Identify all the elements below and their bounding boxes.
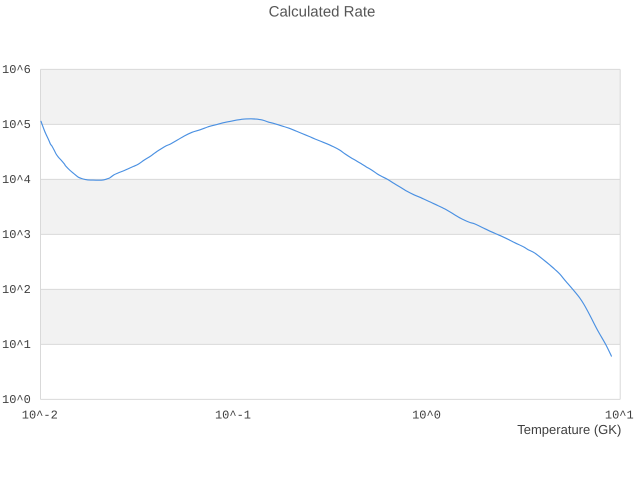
svg-text:10^-2: 10^-2 [22,408,58,422]
svg-text:10^1: 10^1 [2,338,31,352]
svg-text:Calculated Rate: Calculated Rate [269,4,376,21]
svg-text:10^0: 10^0 [412,408,441,422]
svg-text:10^1: 10^1 [605,408,634,422]
svg-text:10^0: 10^0 [2,393,31,407]
svg-text:10^4: 10^4 [2,173,31,187]
svg-text:10^3: 10^3 [2,228,31,242]
svg-text:10^6: 10^6 [2,63,31,77]
svg-text:10^2: 10^2 [2,283,31,297]
svg-text:10^5: 10^5 [2,118,31,132]
svg-text:10^-1: 10^-1 [215,408,251,422]
svg-text:Temperature (GK): Temperature (GK) [517,422,621,437]
